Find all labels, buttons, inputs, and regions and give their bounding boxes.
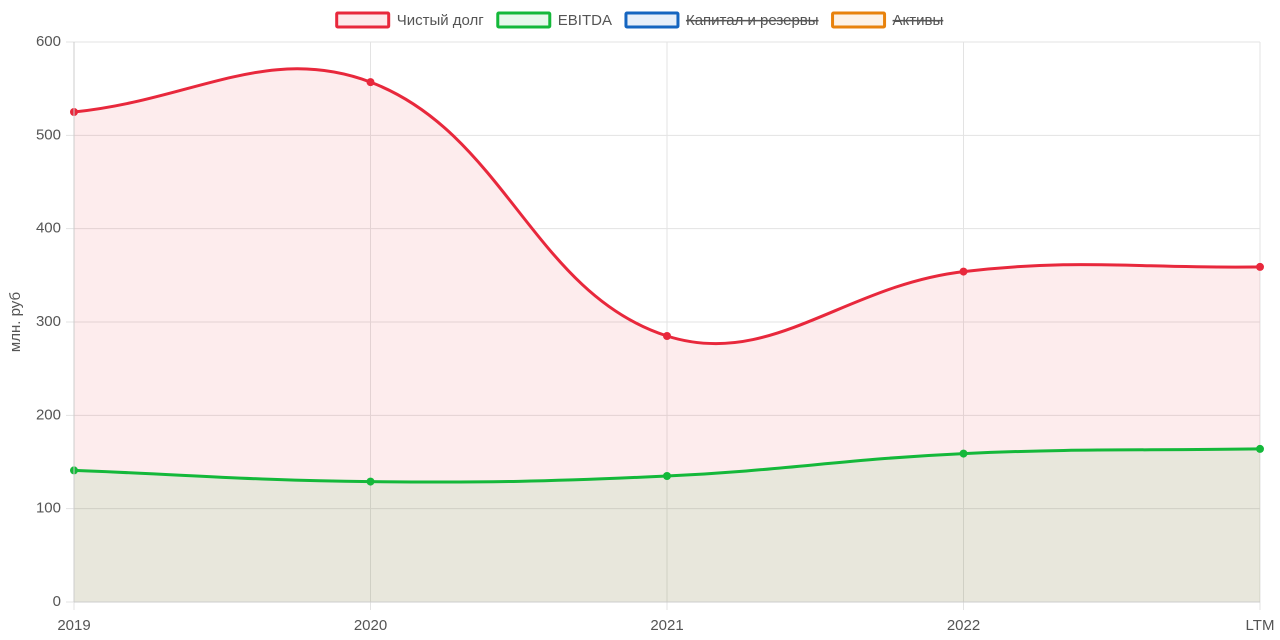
point [959,449,968,458]
x-tick-label: 2021 [650,617,683,634]
legend-swatch [831,11,887,29]
legend-label: EBITDA [558,12,612,29]
legend-label: Капитал и резервы [686,12,819,29]
y-tick-label: 100 [36,500,61,517]
area-fill [74,68,1260,603]
legend-label: Активы [893,12,944,29]
y-axis-label: млн. руб [7,292,24,352]
point [1256,444,1264,453]
legend-label: Чистый долг [397,12,485,29]
x-tick-label: 2020 [354,617,387,634]
point [959,267,968,276]
y-tick-label: 500 [36,126,61,143]
x-tick-label: 2019 [57,617,90,634]
legend-swatch [335,11,391,29]
line [73,67,1261,346]
x-tick-label: LTM [1246,617,1275,634]
point [366,78,375,87]
area-fill [74,448,1260,602]
point [1256,262,1264,271]
legend: Чистый долг EBITDA Капитал и резервы Активы [335,11,944,29]
point [663,472,671,480]
x-tick-label: 2022 [947,617,980,634]
y-tick-label: 600 [36,33,61,50]
y-tick-label: 400 [36,220,61,237]
legend-swatch [624,11,680,29]
y-tick-label: 200 [36,406,61,423]
y-tick-label: 0 [53,593,61,610]
point [366,477,375,486]
y-tick-label: 300 [36,313,61,330]
point [663,332,671,340]
legend-swatch [496,11,552,29]
